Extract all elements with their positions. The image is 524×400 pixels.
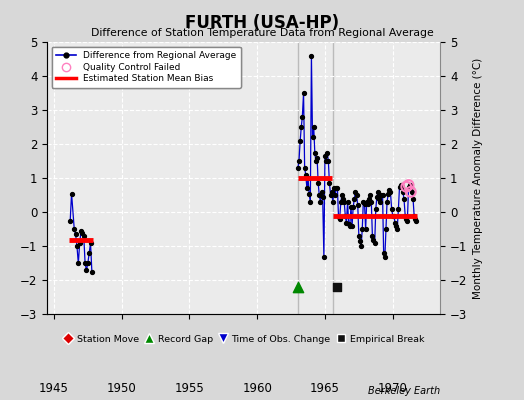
Text: 1945: 1945 <box>39 382 69 395</box>
Text: 1970: 1970 <box>378 382 408 395</box>
Point <box>407 189 415 195</box>
Text: FURTH (USA-HP): FURTH (USA-HP) <box>185 14 339 32</box>
Text: 1965: 1965 <box>310 382 340 395</box>
Text: 1955: 1955 <box>174 382 204 395</box>
Y-axis label: Monthly Temperature Anomaly Difference (°C): Monthly Temperature Anomaly Difference (… <box>473 58 483 299</box>
Text: 1960: 1960 <box>242 382 272 395</box>
Text: Difference of Station Temperature Data from Regional Average: Difference of Station Temperature Data f… <box>91 28 433 38</box>
Text: 1950: 1950 <box>107 382 137 395</box>
Legend: Station Move, Record Gap, Time of Obs. Change, Empirical Break: Station Move, Record Gap, Time of Obs. C… <box>60 332 427 346</box>
Point <box>402 184 410 190</box>
Text: Berkeley Earth: Berkeley Earth <box>368 386 440 396</box>
Legend: Difference from Regional Average, Quality Control Failed, Estimated Station Mean: Difference from Regional Average, Qualit… <box>52 46 241 88</box>
Point <box>333 284 341 290</box>
Point <box>293 284 302 290</box>
Point <box>405 182 413 188</box>
